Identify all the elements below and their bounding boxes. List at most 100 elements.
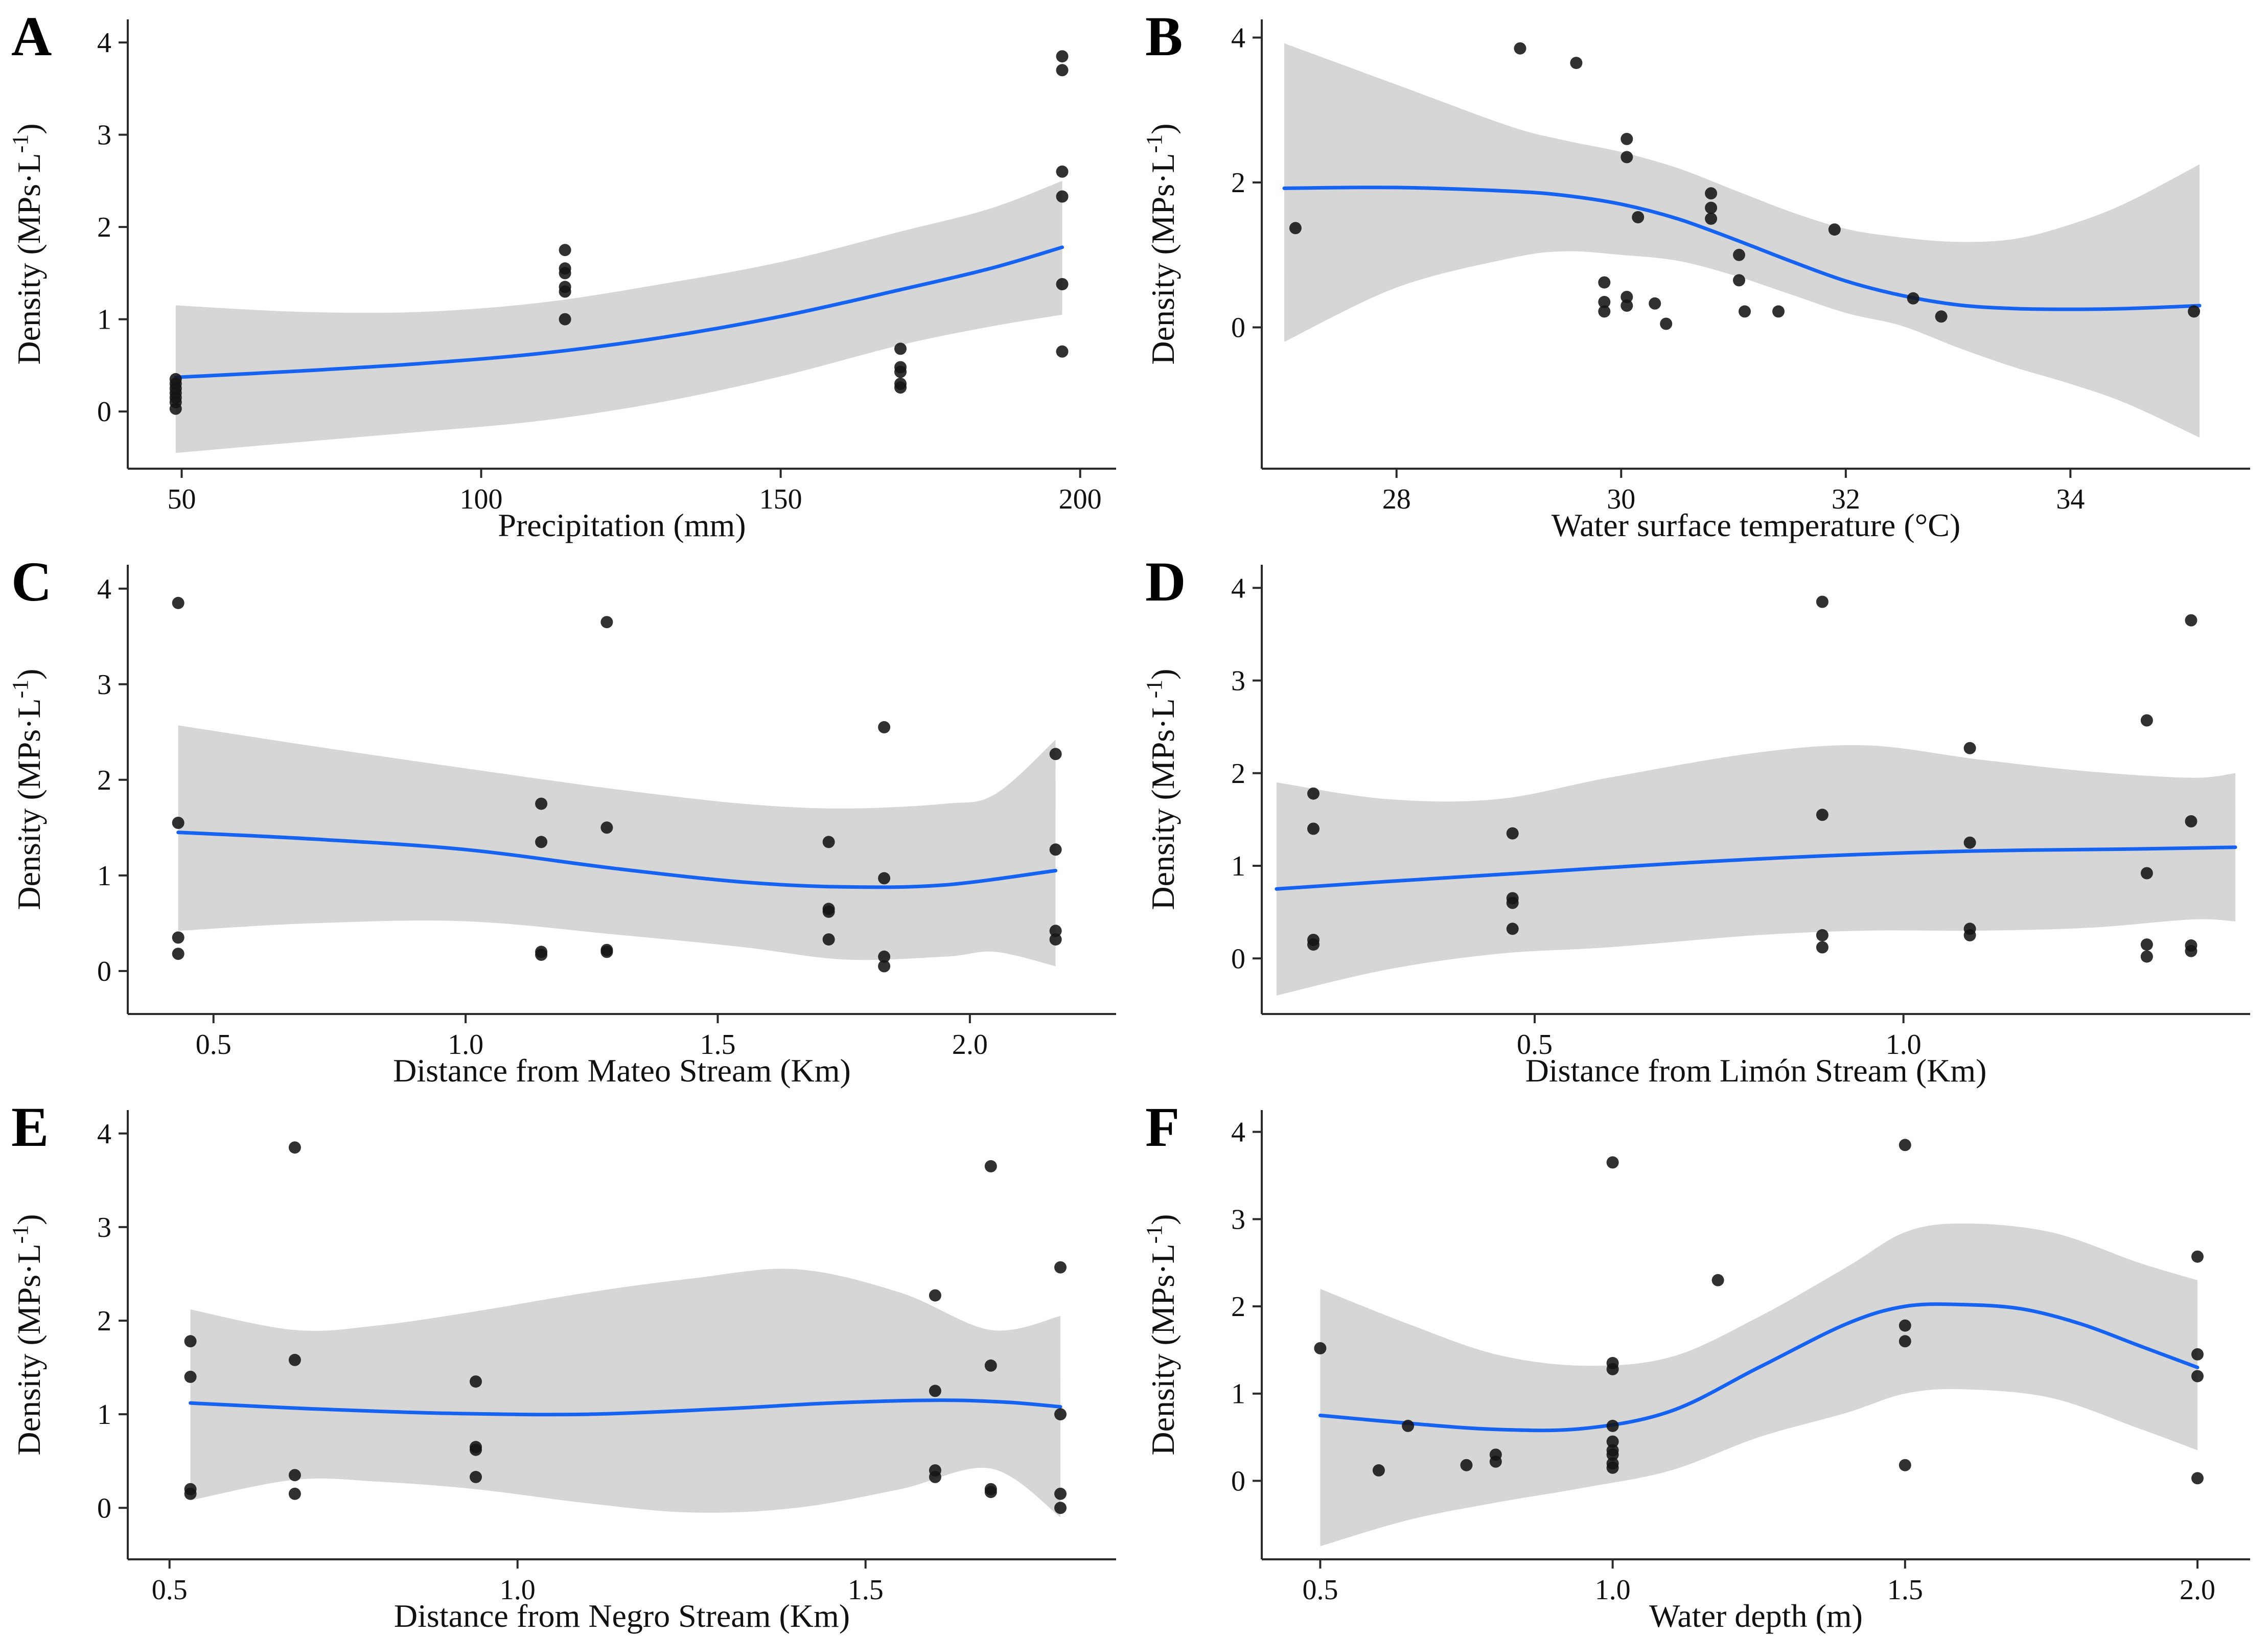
confidence-band [175,180,1062,453]
data-point [1598,295,1611,308]
data-point [878,872,891,885]
data-point [559,281,571,293]
data-point [2185,944,2197,957]
panel-d-chart: 0.5 1.0 0 1 2 3 4 Distance from Limón Stream (K… [1142,550,2250,1089]
y-tick-label: 0 [97,956,111,987]
data-point [1307,822,1320,835]
x-tick-label: 1.0 [500,1574,536,1606]
panel-letter: C [11,550,52,613]
data-point [1606,1156,1619,1169]
data-point [470,1375,482,1388]
data-point [1049,925,1062,937]
data-point [822,933,835,946]
x-axis-title: Distance from Negro Stream (Km) [394,1598,850,1634]
data-point [1632,211,1645,223]
x-tick-label: 200 [1059,483,1102,515]
data-point [929,1470,941,1483]
y-axis-title: Density (MPs·L-1) [1142,123,1181,364]
y-tick-label: 3 [1231,665,1245,697]
y-tick-label: 2 [97,1305,111,1337]
axes: 28 30 32 34 0 2 4 [1231,19,2250,515]
data-points [172,596,1062,973]
axes: 50 100 150 200 0 1 2 3 4 [97,19,1116,515]
y-tick-label: 0 [97,1492,111,1524]
y-tick-label: 3 [1231,1204,1245,1235]
y-tick-label: 2 [1231,167,1245,199]
data-point [2140,950,2153,963]
x-axis-title: Precipitation (mm) [498,507,746,543]
data-point [2140,714,2153,727]
data-point [1705,187,1718,200]
regression-line [1275,845,2237,891]
data-point [172,596,184,609]
data-point [288,1141,301,1154]
data-point [1056,165,1069,178]
x-tick-label: 0.5 [152,1574,188,1606]
data-point [1828,223,1841,236]
panel-e: 0.5 1.0 1.5 0 1 2 3 4 Distance from Negro Stream… [0,1091,1134,1636]
data-point [984,1359,997,1372]
y-tick-label: 1 [1231,1378,1245,1410]
data-point [1460,1459,1473,1471]
y-tick-label: 2 [1231,1291,1245,1323]
y-tick-label: 4 [97,573,111,605]
data-point [1606,1461,1619,1474]
y-tick-label: 4 [1231,572,1245,604]
y-tick-label: 2 [97,212,111,243]
data-point [1514,42,1526,55]
data-point [1054,1502,1067,1514]
x-axis-title: Water depth (m) [1649,1598,1863,1634]
data-point [1772,305,1785,318]
panel-letter: B [1145,5,1183,67]
data-point [1314,1342,1327,1354]
y-axis-title: Density (MPs·L-1) [8,123,47,364]
data-points [184,1141,1067,1514]
data-point [1621,132,1633,145]
data-point [1660,317,1673,330]
data-point [1506,827,1519,840]
data-point [535,797,548,810]
y-axis-title: Density (MPs·L-1) [8,669,47,910]
data-points [1289,42,2201,330]
data-point [1049,933,1062,946]
data-point [984,1160,997,1172]
regression-line [1282,186,2202,311]
y-axis-title: Density (MPs·L-1) [1142,1214,1181,1455]
data-point [2191,1370,2204,1382]
panel-letter: D [1145,550,1186,613]
x-tick-label: 1.5 [700,1029,735,1061]
panel-a-chart: 50 100 150 200 0 1 2 3 4 Precipitation (mm) Densit… [8,5,1116,543]
data-point [822,905,835,918]
x-tick-label: 150 [759,483,802,515]
data-point [288,1353,301,1366]
data-point [1598,276,1611,289]
data-point [600,821,613,834]
x-tick-label: 1.5 [848,1574,884,1606]
data-point [1733,274,1745,287]
y-tick-label: 0 [1231,1465,1245,1497]
axes: 0.5 1.0 1.5 0 1 2 3 4 [97,1110,1116,1606]
data-point [1621,151,1633,164]
data-point [1506,923,1519,935]
data-point [470,1470,482,1483]
data-point [184,1335,197,1348]
data-point [1054,1487,1067,1500]
x-tick-label: 1.0 [1886,1029,1922,1061]
x-tick-label: 30 [1607,483,1635,515]
data-point [1963,742,1976,754]
data-point [2191,1250,2204,1263]
y-axis-title: Density (MPs·L-1) [8,1214,47,1455]
data-point [894,381,907,394]
data-point [1907,292,1919,305]
data-point [1606,1448,1619,1461]
data-point [1489,1455,1502,1468]
x-tick-label: 2.0 [952,1029,988,1061]
data-point [1049,748,1062,761]
data-point [1899,1319,1911,1332]
data-point [1054,1261,1067,1274]
x-tick-label: 1.0 [448,1029,483,1061]
regression-line [1318,1302,2200,1433]
data-point [184,1370,197,1383]
regression-line [176,831,1058,889]
data-point [2140,867,2153,880]
